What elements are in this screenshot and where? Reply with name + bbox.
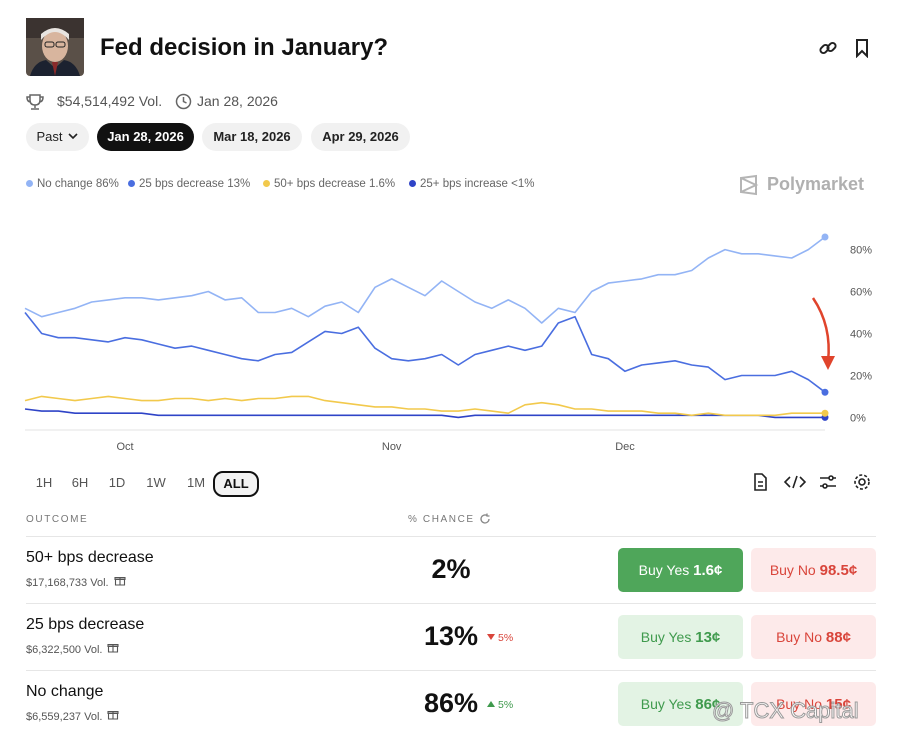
end-dot <box>821 233 829 241</box>
chart-tools[interactable] <box>752 472 872 492</box>
series-line <box>24 395 825 417</box>
bookmark-icon[interactable] <box>853 38 871 58</box>
legend-item: No change 86% <box>26 178 119 190</box>
date-tab-label: Past <box>36 129 63 144</box>
legend-label: 25 bps decrease 13% <box>139 178 251 190</box>
buy-yes-price: 86¢ <box>695 696 721 713</box>
gift-icon <box>107 643 120 653</box>
change-value: 5% <box>498 699 514 711</box>
end-dot <box>821 388 829 396</box>
change-value: 5% <box>498 632 514 644</box>
buy-yes-button[interactable]: Buy Yes 1.6¢ <box>618 548 743 592</box>
legend-dot <box>263 180 270 187</box>
end-dot <box>821 409 829 417</box>
buy-no-button[interactable]: Buy No 15¢ <box>751 682 876 726</box>
legend-dot <box>128 180 135 187</box>
range-tab[interactable]: ALL <box>213 471 259 497</box>
outcome-volume: $6,322,500 Vol. <box>26 642 120 656</box>
buy-no-price: 15¢ <box>825 696 851 713</box>
chance: 13% <box>423 621 479 651</box>
date-tab[interactable]: Mar 18, 2026 <box>202 123 302 151</box>
legend-item: 25+ bps increase <1% <box>409 178 534 190</box>
chevron <box>67 133 78 140</box>
brand-logo <box>740 174 759 196</box>
chart: 0% 20% 40% 60% 80% Oct Nov Dec <box>24 233 872 453</box>
chance-header: % CHANCE <box>408 514 475 525</box>
end-date: Jan 28, 2026 <box>197 93 278 109</box>
legend-item: 50+ bps decrease 1.6% <box>263 178 395 190</box>
row-separator <box>26 603 876 604</box>
buy-no-label: Buy No <box>776 629 822 645</box>
x-tick-label: Oct <box>116 441 133 453</box>
buy-yes-button[interactable]: Buy Yes 13¢ <box>618 615 743 659</box>
outcome-name: 25 bps decrease <box>26 616 145 633</box>
y-tick-label: 40% <box>850 328 872 340</box>
brand: Polymarket <box>767 174 865 194</box>
y-tick-label: 20% <box>850 370 872 382</box>
title: Fed decision in January? <box>100 34 389 61</box>
gift-icon <box>114 576 126 586</box>
legend-label: 25+ bps increase <1% <box>420 178 535 190</box>
range-tab[interactable]: 1M <box>186 475 206 490</box>
chance-change: 5% <box>486 632 513 644</box>
annotation-arrow <box>811 297 835 370</box>
buy-yes-price: 13¢ <box>695 629 721 646</box>
series-line <box>24 236 826 324</box>
range-tab[interactable]: 6H <box>71 475 89 490</box>
y-tick-label: 80% <box>850 245 872 257</box>
buy-no-button[interactable]: Buy No 88¢ <box>751 615 876 659</box>
watermark: @ TCX Capital <box>712 698 860 724</box>
buy-yes-label: Buy Yes <box>638 562 690 578</box>
chance: 86% <box>423 688 479 718</box>
volume: $54,514,492 Vol. <box>57 93 163 109</box>
date-tab-label: Apr 29, 2026 <box>322 129 399 144</box>
buy-yes-label: Buy Yes <box>640 629 692 645</box>
gift-icon <box>107 710 120 720</box>
buy-no-price: 88¢ <box>825 629 851 646</box>
legend-label: No change 86% <box>37 178 119 190</box>
date-tab-label: Mar 18, 2026 <box>213 129 291 144</box>
chance-change: 5% <box>486 699 513 711</box>
outcome-name: No change <box>26 683 104 700</box>
outcome-name: 50+ bps decrease <box>26 549 154 566</box>
y-tick-label: 0% <box>850 412 866 424</box>
legend-dot <box>26 180 33 187</box>
buy-yes-button[interactable]: Buy Yes 86¢ <box>618 682 743 726</box>
buy-yes-label: Buy Yes <box>640 696 692 712</box>
buy-no-price: 98.5¢ <box>819 562 858 579</box>
buy-no-label: Buy No <box>769 562 816 578</box>
x-tick-label: Dec <box>615 441 635 453</box>
down-arrow <box>487 634 495 640</box>
date-tab[interactable]: Jan 28, 2026 <box>97 123 194 151</box>
date-tab[interactable]: Apr 29, 2026 <box>311 123 410 151</box>
range-tab[interactable]: 1W <box>146 475 166 490</box>
clock-icon <box>175 93 192 110</box>
date-tab[interactable]: Past <box>26 123 89 151</box>
refresh-icon[interactable] <box>479 513 491 525</box>
buy-yes-price: 1.6¢ <box>693 562 723 579</box>
series-line <box>24 312 826 393</box>
buy-no-label: Buy No <box>776 696 822 712</box>
row-separator <box>26 670 876 671</box>
outcome-header: OUTCOME <box>26 514 89 525</box>
outcome-volume: $17,168,733 Vol. <box>26 575 126 589</box>
y-tick-label: 60% <box>850 287 872 299</box>
trophy-icon <box>26 94 44 110</box>
x-tick-label: Nov <box>382 441 402 453</box>
avatar <box>26 18 84 76</box>
chance: 2% <box>431 554 471 584</box>
row-separator <box>26 536 876 537</box>
date-tab-label: Jan 28, 2026 <box>107 129 184 144</box>
legend-item: 25 bps decrease 13% <box>128 178 250 190</box>
range-tab[interactable]: 1D <box>108 475 126 490</box>
outcome-volume: $6,559,237 Vol. <box>26 709 120 723</box>
legend-dot <box>409 180 416 187</box>
range-tab[interactable]: 1H <box>35 475 53 490</box>
legend-label: 50+ bps decrease 1.6% <box>274 178 396 190</box>
link-icon[interactable] <box>818 38 838 58</box>
buy-no-button[interactable]: Buy No 98.5¢ <box>751 548 876 592</box>
up-arrow <box>487 701 495 707</box>
